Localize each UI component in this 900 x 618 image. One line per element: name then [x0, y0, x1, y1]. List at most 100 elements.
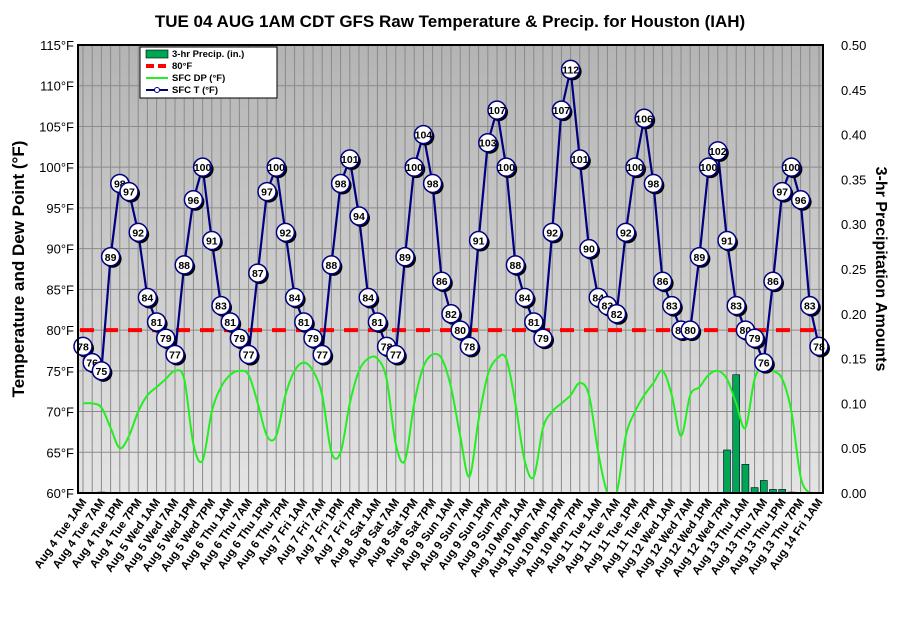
y-tick-label: 105°F [39, 119, 74, 134]
marker-circle [229, 328, 250, 348]
y-axis-label: Temperature and Dew Point (°F) [9, 141, 28, 398]
temperature-point: 92 [616, 222, 637, 244]
marker-circle [560, 59, 581, 80]
marker-circle [238, 344, 259, 365]
grid [78, 44, 823, 494]
marker-circle [625, 157, 645, 177]
temperature-point: 82 [606, 304, 628, 325]
temperature-data-label: 76 [86, 358, 98, 370]
temperature-point: 104 [413, 124, 435, 146]
marker-circle [100, 247, 121, 267]
marker-circle [790, 190, 811, 210]
temperature-data-label: 78 [464, 341, 476, 353]
marker-circle [662, 295, 682, 316]
temperature-data-label: 98 [427, 178, 439, 190]
temperature-data-label: 97 [261, 187, 273, 199]
temperature-data-label: 92 [620, 227, 632, 239]
temperature-point: 86 [652, 271, 674, 293]
marker-circle [294, 312, 314, 332]
temperature-data-label: 79 [749, 333, 761, 345]
legend-dew: SFC DP (°F) [172, 73, 225, 84]
marker-circle [579, 238, 599, 259]
temperature-data-label: 107 [488, 105, 506, 117]
temperature-data-label: 89 [694, 252, 706, 264]
y-tick-label: 60°F [46, 486, 74, 501]
temperature-data-label: 89 [105, 252, 117, 264]
temperature-point: 83 [211, 295, 232, 317]
temperature-point: 88 [174, 255, 196, 276]
temperature-data-label: 77 [169, 350, 181, 362]
marker-circle [156, 328, 176, 348]
marker-circle [248, 263, 268, 283]
temperature-data-label: 89 [399, 252, 411, 264]
temperature-data-label: 84 [289, 293, 301, 305]
y-axis-left: 60°F 65°F 70°F 75°F 80°F 85°F 90°F 95°F 100°F 105… [39, 38, 74, 501]
temperature-data-label: 81 [151, 317, 163, 329]
temperature-data-label: 75 [96, 366, 108, 378]
marker-circle [754, 352, 774, 373]
marker-circle [312, 344, 332, 365]
marker-circle [257, 181, 277, 202]
temperature-data-label: 83 [666, 301, 678, 313]
temperature-point: 98 [422, 173, 444, 195]
temperature-data-label: 82 [445, 309, 457, 321]
marker-circle [284, 287, 305, 308]
temperature-point: 91 [202, 230, 223, 252]
temperature-data-label: 86 [657, 276, 669, 288]
temperature-point: 92 [128, 222, 150, 244]
marker-circle [505, 255, 526, 275]
y-tick-label: 95°F [46, 201, 74, 216]
temperature-data-label: 106 [635, 113, 653, 125]
marker-circle [763, 271, 783, 291]
marker-circle [128, 222, 148, 243]
temperature-data-label: 79 [160, 333, 172, 345]
temperature-data-label: 77 [243, 350, 255, 362]
marker-circle [146, 312, 167, 332]
y2-tick-label: 0.05 [841, 441, 866, 456]
marker-circle [321, 255, 342, 275]
marker-circle [551, 100, 572, 120]
marker-circle [386, 344, 406, 365]
temperature-point: 86 [432, 271, 453, 293]
y2-tick-label: 0.50 [841, 38, 866, 53]
y-tick-label: 80°F [46, 323, 74, 338]
temperature-point: 81 [294, 312, 315, 333]
marker-circle [358, 287, 378, 308]
marker-circle [165, 344, 185, 365]
y2-tick-label: 0.30 [841, 217, 866, 232]
temperature-data-label: 86 [767, 276, 779, 288]
marker-circle [487, 100, 507, 120]
temperature-data-label: 92 [280, 227, 292, 239]
temperature-point: 107 [487, 100, 508, 122]
temperature-point: 89 [689, 247, 711, 268]
temperature-data-label: 97 [776, 187, 788, 199]
marker-circle [441, 304, 461, 324]
temperature-point: 79 [229, 328, 251, 350]
temperature-data-label: 83 [804, 301, 816, 313]
marker-circle [367, 312, 388, 332]
marker-circle [174, 255, 194, 275]
temperature-data-label: 100 [497, 162, 515, 174]
marker-circle [183, 190, 204, 210]
temperature-data-label: 96 [795, 195, 807, 207]
temperature-point: 77 [312, 344, 334, 366]
temperature-data-label: 86 [436, 276, 448, 288]
temperature-data-label: 84 [519, 293, 531, 305]
y2-tick-label: 0.15 [841, 352, 866, 367]
temperature-point: 90 [579, 238, 600, 260]
temperature-data-label: 98 [648, 178, 660, 190]
marker-circle [634, 108, 654, 129]
temperature-data-label: 80 [684, 325, 696, 337]
y-tick-label: 90°F [46, 242, 74, 257]
temperature-point: 100 [192, 157, 214, 179]
temperature-point: 97 [119, 181, 140, 203]
marker-circle [800, 295, 820, 316]
temperature-data-label: 77 [390, 350, 402, 362]
legend-ref: 80°F [172, 61, 192, 72]
marker-circle [726, 295, 746, 316]
y2-axis-label: 3-hr Precipitation Amounts [872, 167, 889, 372]
temperature-point: 92 [275, 222, 297, 244]
temperature-point: 81 [220, 312, 242, 333]
y2-tick-label: 0.35 [841, 172, 866, 187]
